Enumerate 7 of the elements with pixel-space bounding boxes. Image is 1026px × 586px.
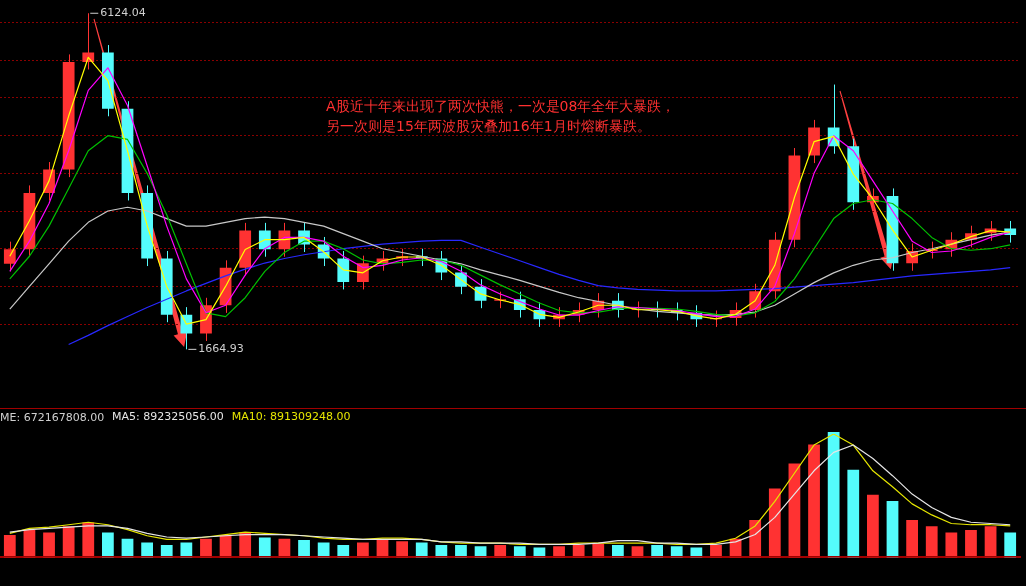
text: ME: 672167808.00 [0,411,105,424]
annotation: 6124.04 [100,6,146,20]
annotation: 1664.93 [198,342,244,356]
text: MA10: 891309248.00 [231,410,351,423]
text: MA5: 892325056.00 [112,410,224,423]
annotation: 另一次则是15年两波股灾叠加16年1月时熔断暴跌。 [326,117,652,136]
annotation: A股近十年来出现了两次快熊，一次是08年全年大暴跌， [326,97,676,116]
